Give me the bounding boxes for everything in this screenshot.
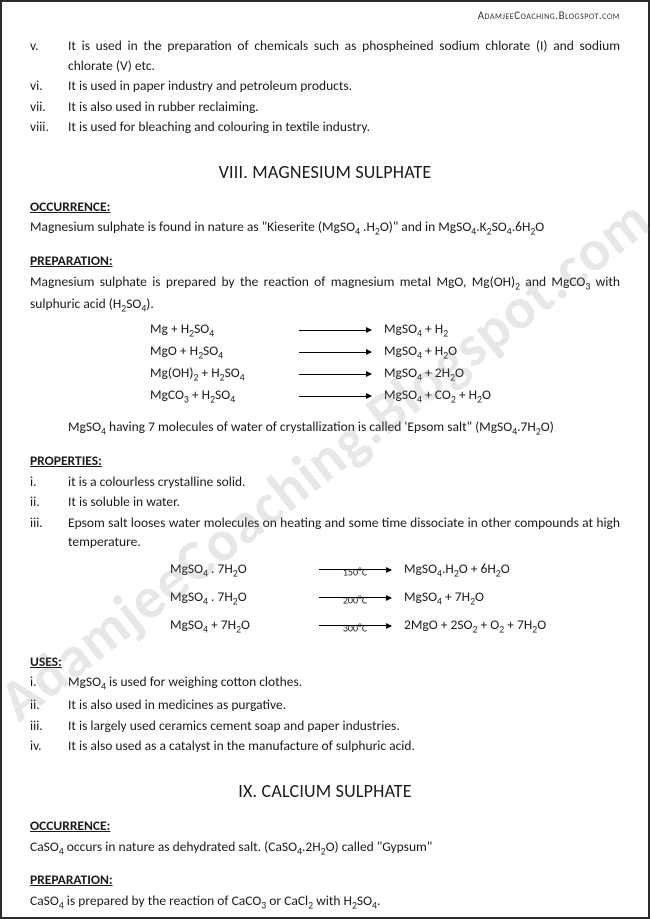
list-item-text: It is also used in rubber reclaiming. xyxy=(68,97,620,117)
header-url: AdamjeeCoaching.Blogspot.com xyxy=(478,8,620,24)
uses-list: i.MgSO4 is used for weighing cotton clot… xyxy=(30,672,620,755)
preparation-head: PREPARATION: xyxy=(30,251,620,271)
eq-left: MgSO4 . 7H2O xyxy=(170,559,310,581)
eq-right: MgSO4 + CO2 + H2O xyxy=(380,385,620,407)
section-9-title: IX. CALCIUM SULPHATE xyxy=(30,778,620,804)
list-item: vi.It is used in paper industry and petr… xyxy=(30,76,620,96)
list-item-num: ii. xyxy=(30,492,68,512)
properties-head: PROPERTIES: xyxy=(30,451,620,471)
equation-row: MgSO4 . 7H2O150oCMgSO4.H2O + 6H2O xyxy=(170,556,620,584)
list-item-num: vii. xyxy=(30,97,68,117)
eq-right: MgSO4 + H2 xyxy=(380,319,620,341)
list-item-num: iii. xyxy=(30,716,68,736)
eq-right: MgSO4 + 7H2O xyxy=(400,587,620,609)
list-item: iii.It is largely used ceramics cement s… xyxy=(30,716,620,736)
list-item-text: It is also used as a catalyst in the man… xyxy=(68,736,620,756)
occurrence-head: OCCURRENCE: xyxy=(30,197,620,217)
epsom-note: MgSO4 having 7 molecules of water of cry… xyxy=(68,417,620,439)
list-item: ii.It is soluble in water. xyxy=(30,492,620,512)
list-item-text: It is largely used ceramics cement soap … xyxy=(68,716,620,736)
reaction-arrow: 300oC xyxy=(310,625,400,626)
list-item: vii.It is also used in rubber reclaiming… xyxy=(30,97,620,117)
reaction-arrow xyxy=(290,330,380,331)
list-item-num: iii. xyxy=(30,513,68,552)
reaction-arrow xyxy=(290,352,380,353)
equation-row: MgSO4 . 7H2O200oCMgSO4 + 7H2O xyxy=(170,584,620,612)
eq-left: MgCO3 + H2SO4 xyxy=(150,385,290,407)
list-item: viii.It is used for bleaching and colour… xyxy=(30,117,620,137)
list-item-text: It is soluble in water. xyxy=(68,492,620,512)
arrow-label: 200oC xyxy=(343,593,367,605)
eq-left: MgSO4 + 7H2O xyxy=(170,615,310,637)
list-item: i.MgSO4 is used for weighing cotton clot… xyxy=(30,672,620,694)
eq-left: MgO + H2SO4 xyxy=(150,341,290,363)
equations-block-1: Mg + H2SO4 MgSO4 + H2 MgO + H2SO4 MgSO4 + H… xyxy=(150,319,620,407)
eq-left: MgSO4 . 7H2O xyxy=(170,587,310,609)
list-item: i.it is a colourless crystalline solid. xyxy=(30,472,620,492)
list-item-num: i. xyxy=(30,472,68,492)
reaction-arrow: 200oC xyxy=(310,597,400,598)
list-item: v.It is used in the preparation of chemi… xyxy=(30,36,620,75)
top-uses-list: v.It is used in the preparation of chemi… xyxy=(30,36,620,137)
reaction-arrow: 150oC xyxy=(310,569,400,570)
equation-row: MgSO4 + 7H2O300oC2MgO + 2SO2 + O2 + 7H2O xyxy=(170,612,620,640)
occurrence-text-9: CaSO4 occurs in nature as dehydrated sal… xyxy=(30,837,620,859)
preparation-head-9: PREPARATION: xyxy=(30,870,620,890)
list-item-text: It is used in the preparation of chemica… xyxy=(68,36,620,75)
list-item-num: ii. xyxy=(30,695,68,715)
uses-head: USES: xyxy=(30,652,620,672)
list-item: iii.Epsom salt looses water molecules on… xyxy=(30,513,620,552)
list-item-num: vi. xyxy=(30,76,68,96)
arrow-label: 300oC xyxy=(343,621,367,633)
list-item-num: iv. xyxy=(30,736,68,756)
eq-left: Mg(OH)2 + H2SO4 xyxy=(150,363,290,385)
preparation-text-9: CaSO4 is prepared by the reaction of CaC… xyxy=(30,891,620,913)
properties-list: i.it is a colourless crystalline solid.i… xyxy=(30,472,620,552)
equation-row: Mg + H2SO4 MgSO4 + H2 xyxy=(150,319,620,341)
reaction-arrow xyxy=(290,396,380,397)
list-item-num: i. xyxy=(30,672,68,694)
list-item-text: Epsom salt looses water molecules on hea… xyxy=(68,513,620,552)
equation-row: Mg(OH)2 + H2SO4 MgSO4 + 2H2O xyxy=(150,363,620,385)
list-item-text: It is also used in medicines as purgativ… xyxy=(68,695,620,715)
list-item-text: MgSO4 is used for weighing cotton clothe… xyxy=(68,672,620,694)
equation-row: MgO + H2SO4 MgSO4 + H2O xyxy=(150,341,620,363)
list-item: ii.It is also used in medicines as purga… xyxy=(30,695,620,715)
list-item-text: it is a colourless crystalline solid. xyxy=(68,472,620,492)
section-8-title: VIII. MAGNESIUM SULPHATE xyxy=(30,159,620,185)
eq-right: MgSO4 + H2O xyxy=(380,341,620,363)
list-item-text: It is used in paper industry and petrole… xyxy=(68,76,620,96)
reaction-arrow xyxy=(290,374,380,375)
eq-right: MgSO4 + 2H2O xyxy=(380,363,620,385)
equations-block-2: MgSO4 . 7H2O150oCMgSO4.H2O + 6H2OMgSO4 .… xyxy=(170,556,620,640)
eq-right: 2MgO + 2SO2 + O2 + 7H2O xyxy=(400,615,620,637)
eq-right: MgSO4.H2O + 6H2O xyxy=(400,559,620,581)
equation-row: MgCO3 + H2SO4 MgSO4 + CO2 + H2O xyxy=(150,385,620,407)
preparation-text: Magnesium sulphate is prepared by the re… xyxy=(30,272,620,316)
list-item-num: v. xyxy=(30,36,68,75)
arrow-label: 150oC xyxy=(343,565,367,577)
page-content: v.It is used in the preparation of chemi… xyxy=(30,36,620,913)
list-item-text: It is used for bleaching and colouring i… xyxy=(68,117,620,137)
list-item-num: viii. xyxy=(30,117,68,137)
list-item: iv.It is also used as a catalyst in the … xyxy=(30,736,620,756)
eq-left: Mg + H2SO4 xyxy=(150,319,290,341)
occurrence-text: Magnesium sulphate is found in nature as… xyxy=(30,217,620,239)
occurrence-head-9: OCCURRENCE: xyxy=(30,816,620,836)
